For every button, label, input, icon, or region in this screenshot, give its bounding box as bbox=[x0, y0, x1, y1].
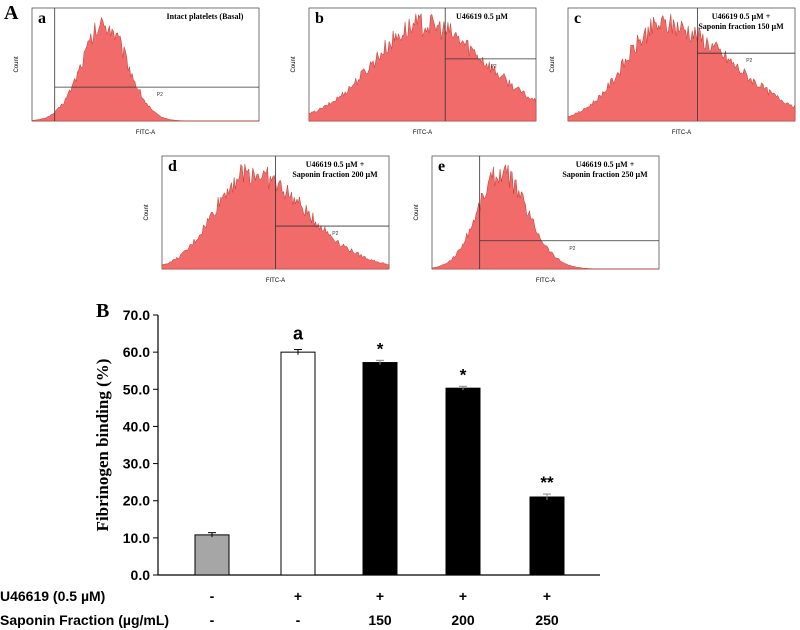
condition-row-label: Saponin Fraction (µg/mL) bbox=[0, 612, 169, 628]
x-axis-label: FITC-A bbox=[413, 130, 432, 136]
condition-title-line: Saponin fraction 200 µM bbox=[292, 170, 378, 179]
significance-label: a bbox=[293, 324, 304, 344]
condition-title-line: U46619 0.5 µM + bbox=[575, 160, 635, 169]
y-tick-label: 20.0 bbox=[123, 493, 150, 509]
condition-value: 200 bbox=[451, 612, 475, 628]
bar bbox=[194, 534, 230, 576]
bar bbox=[445, 387, 481, 576]
x-axis-label: FITC-A bbox=[136, 130, 155, 136]
histogram-area bbox=[31, 16, 259, 122]
y-tick-label: 40.0 bbox=[123, 418, 150, 434]
histogram-area bbox=[308, 13, 537, 122]
condition-title-line: U46619 0.5 µM + bbox=[305, 160, 365, 169]
condition-value: 250 bbox=[535, 612, 559, 628]
gate-label: P2 bbox=[332, 231, 338, 237]
gate-label: P2 bbox=[157, 92, 163, 98]
x-axis-label: FITC-A bbox=[536, 278, 555, 284]
x-axis-label: FITC-A bbox=[266, 278, 285, 284]
significance-label: * bbox=[377, 339, 384, 358]
y-axis-label: Count bbox=[414, 204, 420, 220]
panel-a-label: A bbox=[4, 2, 19, 24]
condition-title: U46619 0.5 µM + Saponin fraction 150 µM bbox=[686, 12, 796, 32]
y-axis-label: Count bbox=[550, 56, 556, 72]
y-tick-label: 60.0 bbox=[123, 344, 150, 360]
subpanel-letter: a bbox=[38, 10, 46, 27]
y-tick-label: 10.0 bbox=[123, 530, 150, 546]
condition-title-line: U46619 0.5 µM bbox=[456, 12, 508, 21]
condition-value: + bbox=[294, 588, 302, 604]
histogram-e: P2 FITC-A Count bbox=[410, 152, 665, 287]
histogram-area bbox=[567, 13, 796, 122]
subpanel-letter: c bbox=[574, 10, 582, 27]
fibrinogen-bar-chart: 0.0 10.0 20.0 30.0 40.0 50.0 60.0 70.0 Fibrinoge… bbox=[0, 307, 600, 628]
condition-title-line: Saponin fraction 250 µM bbox=[562, 170, 648, 179]
condition-value: + bbox=[459, 588, 467, 604]
histogram-d: P2 FITC-A Count bbox=[140, 152, 395, 287]
y-tick-label: 50.0 bbox=[123, 381, 150, 397]
condition-title: U46619 0.5 µM + Saponin fraction 200 µM bbox=[280, 160, 390, 180]
gate-label: P2 bbox=[491, 64, 497, 70]
y-axis-label: Count bbox=[291, 56, 297, 72]
y-tick-label: 0.0 bbox=[131, 567, 151, 583]
condition-row-label: U46619 (0.5 µM) bbox=[0, 588, 105, 604]
y-tick-label: 70.0 bbox=[123, 307, 150, 323]
histogram-area bbox=[431, 164, 659, 270]
condition-value: 150 bbox=[368, 612, 392, 628]
histogram-b: P2 FITC-A Count bbox=[287, 4, 542, 139]
histogram-c: P2 FITC-A Count bbox=[546, 4, 800, 139]
significance-label: * bbox=[460, 365, 467, 384]
subpanel-letter: d bbox=[168, 158, 177, 175]
subpanel-letter: b bbox=[315, 10, 324, 27]
y-axis-title: Fibrinogen binding (%) bbox=[93, 359, 112, 532]
subpanel-letter: e bbox=[438, 158, 446, 175]
bar bbox=[529, 496, 565, 576]
condition-title: Intact platelets (Basal) bbox=[150, 12, 260, 22]
gate-label: P2 bbox=[569, 246, 575, 252]
y-axis-label: Count bbox=[14, 56, 20, 72]
panel-b-label: B bbox=[96, 300, 110, 322]
condition-title: U46619 0.5 µM bbox=[427, 12, 537, 22]
condition-title-line: Saponin fraction 150 µM bbox=[698, 22, 784, 31]
condition-title-line: U46619 0.5 µM + bbox=[711, 12, 771, 21]
condition-value: - bbox=[210, 612, 215, 628]
significance-label: ** bbox=[540, 473, 554, 492]
bar bbox=[280, 351, 316, 576]
condition-value: + bbox=[376, 588, 384, 604]
condition-title-line: Intact platelets (Basal) bbox=[166, 12, 244, 21]
bar bbox=[362, 362, 398, 576]
y-axis-label: Count bbox=[144, 204, 150, 220]
condition-value: + bbox=[543, 588, 551, 604]
condition-value: - bbox=[296, 612, 301, 628]
x-axis-label: FITC-A bbox=[672, 130, 691, 136]
condition-title: U46619 0.5 µM + Saponin fraction 250 µM bbox=[550, 160, 660, 180]
histogram-a: P2 FITC-A Count bbox=[10, 4, 265, 139]
y-tick-label: 30.0 bbox=[123, 456, 150, 472]
condition-value: - bbox=[210, 588, 215, 604]
gate-label: P2 bbox=[746, 58, 752, 64]
